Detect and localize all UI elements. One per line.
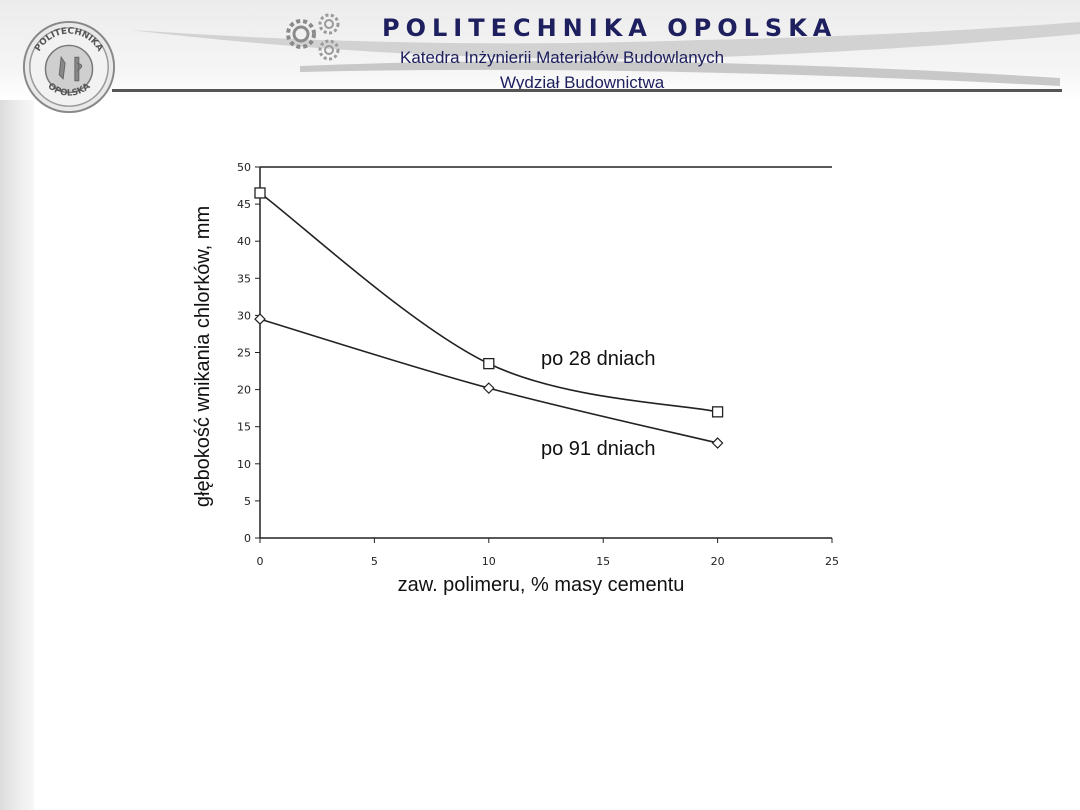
y-axis-title: głębokość wnikania chlorków, mm — [192, 206, 214, 507]
y-tick-label: 15 — [237, 421, 251, 434]
series-line-po-28-dniach — [259, 192, 718, 413]
data-point-square — [711, 406, 724, 418]
y-tick-label: 40 — [237, 235, 251, 248]
university-title: POLITECHNIKA OPOLSKA — [382, 14, 838, 42]
y-tick-label: 20 — [237, 384, 251, 397]
y-tick-label: 45 — [237, 198, 251, 211]
y-tick-label: 50 — [237, 161, 251, 174]
header-divider — [112, 89, 1062, 92]
x-axis-title: zaw. polimeru, % masy cementu — [398, 574, 685, 596]
y-tick-label: 10 — [237, 458, 251, 471]
x-tick-label: 15 — [596, 555, 610, 568]
department-name: Katedra Inżynierii Materiałów Budowlanyc… — [400, 48, 725, 67]
x-tick-label: 10 — [482, 555, 496, 568]
data-point-diamond — [254, 313, 266, 325]
data-point-square — [483, 357, 495, 370]
x-tick-label: 25 — [825, 555, 839, 568]
data-point-diamond — [482, 382, 495, 394]
series-label: po 91 dniach — [541, 438, 656, 460]
data-point-square — [254, 187, 266, 199]
y-tick-label: 25 — [237, 347, 251, 360]
y-tick-label: 0 — [244, 532, 251, 545]
y-tick-label: 35 — [237, 272, 251, 285]
y-tick-label: 30 — [237, 309, 251, 322]
data-point-diamond — [711, 437, 724, 449]
faculty-name: Wydział Budownictwa — [500, 73, 665, 92]
seal-text-bottom: OPOLSKA — [46, 81, 93, 98]
left-decorative-strip — [0, 0, 34, 810]
series-line-po-91-dniach — [259, 318, 718, 444]
header-swoosh — [130, 22, 1080, 86]
slide-header: POLITECHNIKA OPOLSKA POLITECHNIKA OPOLSK… — [0, 0, 1080, 114]
gears-icon — [286, 13, 340, 61]
series-label: po 28 dniach — [541, 348, 656, 370]
x-tick-label: 0 — [257, 555, 264, 568]
x-tick-label: 20 — [711, 555, 725, 568]
university-seal-icon: POLITECHNIKA OPOLSKA — [22, 20, 116, 114]
y-tick-label: 5 — [244, 495, 251, 508]
x-tick-label: 5 — [371, 555, 378, 568]
